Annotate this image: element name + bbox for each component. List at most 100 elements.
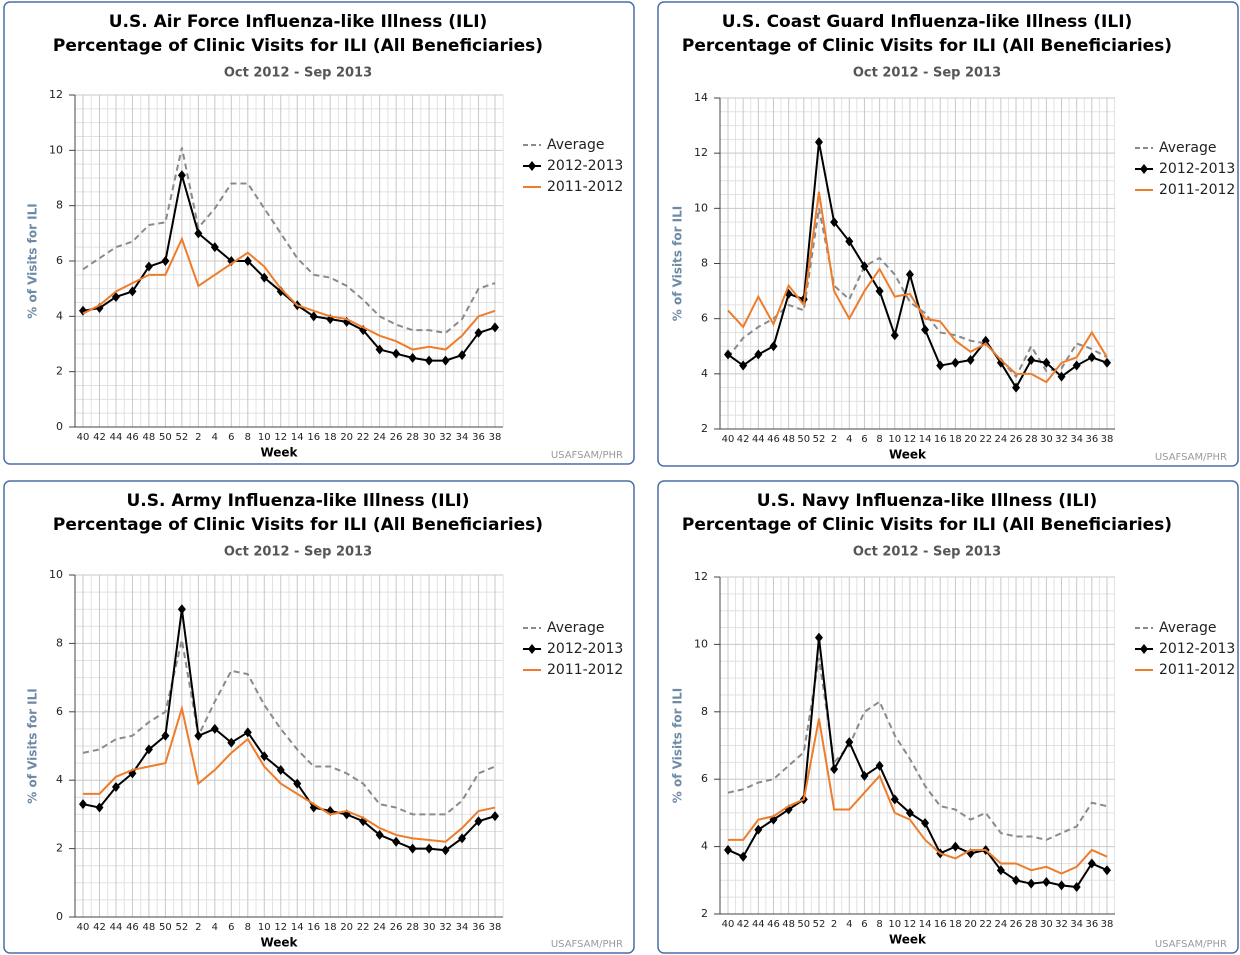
y-tick-label: 2 <box>56 842 63 855</box>
x-tick-label: 20 <box>340 432 353 443</box>
x-tick-label: 18 <box>324 432 337 443</box>
x-tick-label: 14 <box>291 922 304 933</box>
point <box>996 357 1005 368</box>
x-tick-label: 30 <box>423 432 436 443</box>
y-tick-label: 12 <box>694 570 708 583</box>
point <box>1103 357 1111 368</box>
y-tick-label: 4 <box>56 773 63 786</box>
chart-panel: U.S. Army Influenza-like Illness (ILI) Pe… <box>3 480 635 954</box>
x-tick-label: 18 <box>949 434 962 445</box>
point <box>458 833 467 844</box>
point <box>243 256 252 266</box>
x-tick-label: 38 <box>489 922 502 933</box>
x-tick-label: 6 <box>228 432 234 443</box>
point <box>491 811 499 822</box>
x-tick-label: 34 <box>1070 434 1083 445</box>
y-tick-label: 14 <box>694 91 708 104</box>
series-line <box>727 208 1108 379</box>
point <box>860 770 869 781</box>
x-tick-label: 10 <box>888 919 901 930</box>
point <box>111 782 120 793</box>
y-tick-label: 8 <box>701 257 708 270</box>
point <box>966 355 975 366</box>
series-line <box>728 718 1108 875</box>
credit: USAFSAM/PHR <box>1155 939 1227 950</box>
y-tick-label: 2 <box>701 422 708 435</box>
x-tick-label: 16 <box>934 919 947 930</box>
legend-label: Average <box>547 137 605 153</box>
legend-label: 2011-2012 <box>547 662 623 678</box>
legend-marker <box>1140 164 1148 174</box>
x-tick-label: 48 <box>143 432 156 443</box>
point <box>161 256 170 266</box>
chart-title: U.S. Army Influenza-like Illness (ILI) <box>126 491 469 511</box>
panel-border <box>3 480 635 954</box>
legend-label: 2012-2013 <box>547 158 623 174</box>
x-tick-label: 20 <box>964 434 977 445</box>
x-tick-label: 42 <box>737 434 750 445</box>
legend-marker <box>528 644 536 654</box>
series-line <box>727 191 1108 384</box>
legend-label: 2011-2012 <box>1159 182 1235 198</box>
x-tick-label: 12 <box>274 432 287 443</box>
x-tick-label: 8 <box>876 919 882 930</box>
x-tick-label: 38 <box>1101 919 1114 930</box>
x-axis-title: Week <box>889 448 927 462</box>
y-tick-label: 4 <box>701 367 708 380</box>
point <box>441 845 450 856</box>
x-tick-label: 48 <box>143 922 156 933</box>
point <box>830 217 839 228</box>
legend-label: Average <box>1159 620 1217 636</box>
x-tick-label: 14 <box>919 919 932 930</box>
x-tick-label: 2 <box>195 432 201 443</box>
point <box>441 355 450 366</box>
point <box>425 843 434 854</box>
point <box>392 836 401 847</box>
x-tick-label: 32 <box>1055 434 1068 445</box>
point <box>260 272 269 283</box>
point <box>1103 865 1111 876</box>
x-tick-label: 12 <box>904 434 917 445</box>
x-tick-label: 42 <box>737 919 750 930</box>
x-tick-label: 46 <box>126 922 139 933</box>
x-tick-label: 36 <box>472 922 485 933</box>
y-tick-label: 6 <box>56 254 63 267</box>
point <box>921 818 930 829</box>
y-tick-label: 2 <box>701 907 708 920</box>
x-tick-label: 8 <box>876 434 882 445</box>
x-axis-title: Week <box>260 936 298 950</box>
x-tick-label: 48 <box>782 434 795 445</box>
point <box>890 330 899 341</box>
x-tick-label: 10 <box>258 922 271 933</box>
x-tick-label: 14 <box>919 434 932 445</box>
x-tick-label: 50 <box>797 434 810 445</box>
x-tick-label: 40 <box>77 432 90 443</box>
x-tick-label: 30 <box>423 922 436 933</box>
point <box>177 170 186 181</box>
legend-label: Average <box>1159 140 1217 156</box>
point <box>260 751 269 762</box>
x-tick-label: 48 <box>782 919 795 930</box>
point <box>491 322 499 333</box>
y-tick-label: 2 <box>56 365 63 378</box>
series-line <box>82 639 496 816</box>
point <box>754 349 763 360</box>
y-tick-label: 8 <box>56 636 63 649</box>
series-line <box>83 704 496 843</box>
point <box>194 730 203 741</box>
point <box>951 357 960 368</box>
x-tick-label: 4 <box>212 432 218 443</box>
point <box>1042 357 1051 368</box>
x-tick-label: 16 <box>307 922 320 933</box>
y-tick-label: 10 <box>694 201 708 214</box>
y-tick-label: 10 <box>49 143 63 156</box>
x-tick-label: 36 <box>1085 919 1098 930</box>
chart-title: Percentage of Clinic Visits for ILI (All… <box>53 515 543 535</box>
y-axis-title: % of Visits for ILI <box>671 206 685 321</box>
x-tick-label: 44 <box>752 434 765 445</box>
x-tick-label: 52 <box>813 434 826 445</box>
x-tick-label: 20 <box>340 922 353 933</box>
legend-marker <box>1140 644 1148 654</box>
x-tick-label: 46 <box>126 432 139 443</box>
point <box>754 824 763 835</box>
